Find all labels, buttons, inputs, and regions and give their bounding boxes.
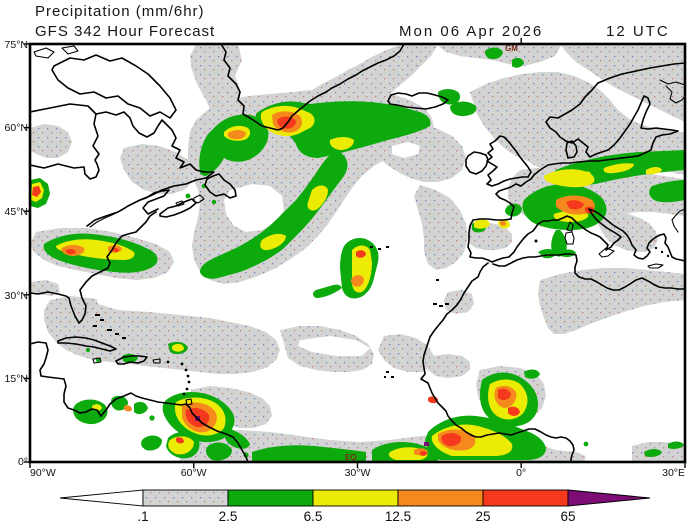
legend-label-0.1: .1	[137, 509, 148, 524]
color-scale-legend: .1 2.5 6.5 12.5 25 65	[59, 489, 651, 524]
greenwich-meridian-label: GM	[505, 44, 518, 53]
valid-time-label: 12 UTC	[606, 23, 670, 40]
lat-label-45n: 45°N	[5, 206, 28, 218]
legend-threshold-labels: .1 2.5 6.5 12.5 25 65	[137, 509, 575, 524]
lon-label-30e: 30°E	[662, 467, 685, 479]
map-frame: 75°N 60°N 45°N 30°N 15°N 0° 90°W 60°W 30…	[5, 38, 687, 479]
lon-label-90w: 90°W	[30, 467, 56, 479]
legend-above-max-arrow	[567, 489, 651, 507]
legend-below-min-arrow	[59, 489, 144, 507]
latitude-labels: 75°N 60°N 45°N 30°N 15°N 0°	[5, 39, 28, 468]
longitude-labels: 90°W 60°W 30°W 0° 30°E	[30, 467, 685, 479]
axis-ticks	[24, 38, 686, 468]
legend-label-6.5: 6.5	[304, 509, 323, 524]
valid-date-label: Mon 06 Apr 2026	[399, 23, 544, 40]
lat-label-0: 0°	[18, 456, 28, 468]
lon-label-0: 0°	[516, 467, 526, 479]
coastlines	[30, 44, 685, 462]
lon-label-60w: 60°W	[181, 467, 207, 479]
legend-label-65: 65	[560, 509, 575, 524]
lat-label-75n: 75°N	[5, 39, 28, 51]
legend-green-segment	[227, 489, 314, 507]
page-title: Precipitation (mm/6hr)	[35, 3, 205, 20]
lat-label-30n: 30°N	[5, 290, 28, 302]
legend-orange-segment	[397, 489, 484, 507]
legend-red-segment	[482, 489, 569, 507]
lat-label-15n: 15°N	[5, 373, 28, 385]
island-specks	[93, 239, 670, 396]
lon-label-30w: 30°W	[345, 467, 371, 479]
legend-label-12.5: 12.5	[385, 509, 411, 524]
lat-label-60n: 60°N	[5, 122, 28, 134]
legend-label-25: 25	[475, 509, 490, 524]
legend-yellow-segment	[312, 489, 399, 507]
model-forecast-label: GFS 342 Hour Forecast	[35, 23, 216, 40]
legend-trace-segment	[142, 489, 229, 507]
equator-label: EQ	[345, 453, 357, 462]
legend-label-2.5: 2.5	[219, 509, 238, 524]
